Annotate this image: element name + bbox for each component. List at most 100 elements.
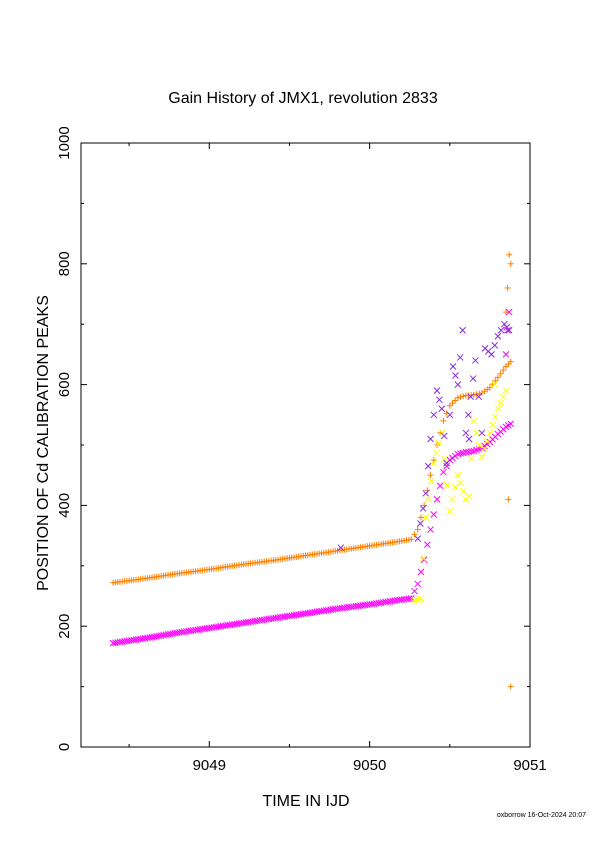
data-point-series-1 [408, 536, 415, 543]
data-point-series-3 [459, 487, 467, 495]
data-point-series-4 [459, 326, 467, 334]
data-point-series-3 [427, 477, 435, 485]
data-point-series-4 [414, 535, 422, 542]
chart-title: Gain History of JMX1, revolution 2833 [168, 90, 438, 107]
data-point-series-3 [489, 421, 496, 429]
axis-ticks: 0 200 400 600 800 1000 9049 9050 9051 [56, 126, 547, 774]
y-tick-label: 1000 [56, 126, 73, 159]
data-point-series-4 [433, 387, 441, 394]
data-point-series-2 [507, 420, 515, 428]
data-point-series-2 [405, 595, 413, 603]
data-point-series-4 [464, 411, 472, 419]
data-point-series-4 [488, 351, 495, 358]
data-point-series-1 [430, 457, 437, 464]
data-point-series-4 [424, 462, 432, 470]
data-point-series-1 [417, 514, 424, 521]
data-point-series-2 [467, 448, 475, 455]
data-point-series-4 [454, 381, 462, 388]
data-point-series-1 [507, 683, 514, 690]
data-point-series-1 [457, 394, 464, 401]
data-point-series-1 [452, 397, 459, 404]
data-point-series-2 [407, 595, 415, 602]
data-point-series-2 [430, 511, 438, 518]
data-point-series-3 [486, 429, 494, 437]
data-point-series-3 [475, 441, 483, 449]
data-point-series-3 [499, 393, 507, 401]
data-point-series-3 [441, 455, 448, 463]
data-point-series-4 [462, 429, 470, 437]
data-point-series-2 [433, 496, 441, 503]
y-axis-label: POSITION OF Cd CALIBRATION PEAKS [35, 295, 52, 591]
data-point-series-2 [440, 468, 447, 476]
data-point-series-2 [465, 448, 472, 456]
y-tick-label: 400 [56, 493, 73, 518]
data-point-series-2 [427, 526, 434, 533]
data-point-series-4 [446, 411, 454, 419]
data-point-series-1 [449, 400, 456, 407]
y-tick-label: 200 [56, 614, 73, 639]
data-point-series-3 [454, 471, 462, 479]
data-point-series-2 [457, 450, 464, 457]
data-point-series-3 [481, 445, 488, 453]
data-point-series-2 [505, 308, 513, 316]
data-point-series-1 [414, 526, 421, 533]
plot-frame [80, 142, 531, 748]
data-point-series-4 [419, 505, 427, 512]
data-point-series-4 [422, 489, 430, 497]
footer-credit: oxborrow 16-Oct-2024 20:07 [497, 812, 586, 819]
data-point-series-4 [452, 372, 459, 379]
data-point-series-3 [491, 381, 499, 388]
data-points [109, 251, 515, 690]
data-point-series-4 [456, 354, 464, 361]
data-point-series-4 [467, 393, 475, 401]
data-point-series-3 [491, 413, 499, 421]
data-point-series-3 [422, 514, 430, 521]
data-point-series-1 [440, 417, 447, 424]
x-tick-label: 9051 [513, 757, 546, 774]
data-point-series-4 [475, 393, 483, 401]
data-point-series-4 [491, 341, 499, 349]
x-tick-label: 9050 [353, 757, 386, 774]
data-point-series-4 [469, 375, 477, 382]
x-tick-label: 9049 [193, 757, 226, 774]
data-point-series-2 [454, 450, 462, 458]
data-point-series-3 [502, 387, 510, 394]
data-point-series-4 [465, 435, 473, 443]
data-point-series-3 [451, 483, 459, 491]
data-point-series-2 [411, 587, 418, 595]
data-point-series-1 [460, 393, 467, 400]
data-point-series-4 [440, 432, 448, 440]
data-point-series-4 [472, 357, 479, 364]
data-point-series-1 [507, 260, 514, 267]
data-point-series-3 [420, 554, 427, 562]
data-point-series-1 [506, 251, 513, 258]
y-tick-label: 0 [56, 743, 73, 751]
data-point-series-3 [494, 405, 502, 413]
data-point-series-4 [430, 411, 438, 419]
data-point-series-3 [457, 479, 464, 487]
data-point-series-3 [446, 508, 454, 515]
data-point-series-3 [425, 496, 432, 503]
data-point-series-1 [507, 358, 514, 365]
data-point-series-4 [337, 544, 345, 552]
data-point-series-1 [446, 402, 453, 409]
data-point-series-4 [438, 405, 446, 413]
data-point-series-2 [502, 351, 510, 358]
data-point-series-1 [494, 374, 501, 381]
data-point-series-4 [443, 459, 450, 467]
data-point-series-2 [414, 580, 422, 588]
data-point-series-3 [417, 595, 425, 603]
data-point-series-1 [454, 394, 461, 401]
data-point-series-4 [494, 332, 502, 340]
data-point-series-3 [449, 496, 456, 503]
data-point-series-3 [470, 417, 478, 425]
data-point-series-3 [465, 492, 473, 500]
data-point-series-1 [500, 367, 507, 374]
data-point-series-2 [459, 449, 467, 457]
data-point-series-1 [492, 377, 499, 384]
data-point-series-3 [443, 481, 451, 489]
x-axis-label: TIME IN IJD [262, 793, 349, 810]
data-point-series-4 [436, 396, 443, 404]
data-point-series-2 [424, 541, 431, 549]
